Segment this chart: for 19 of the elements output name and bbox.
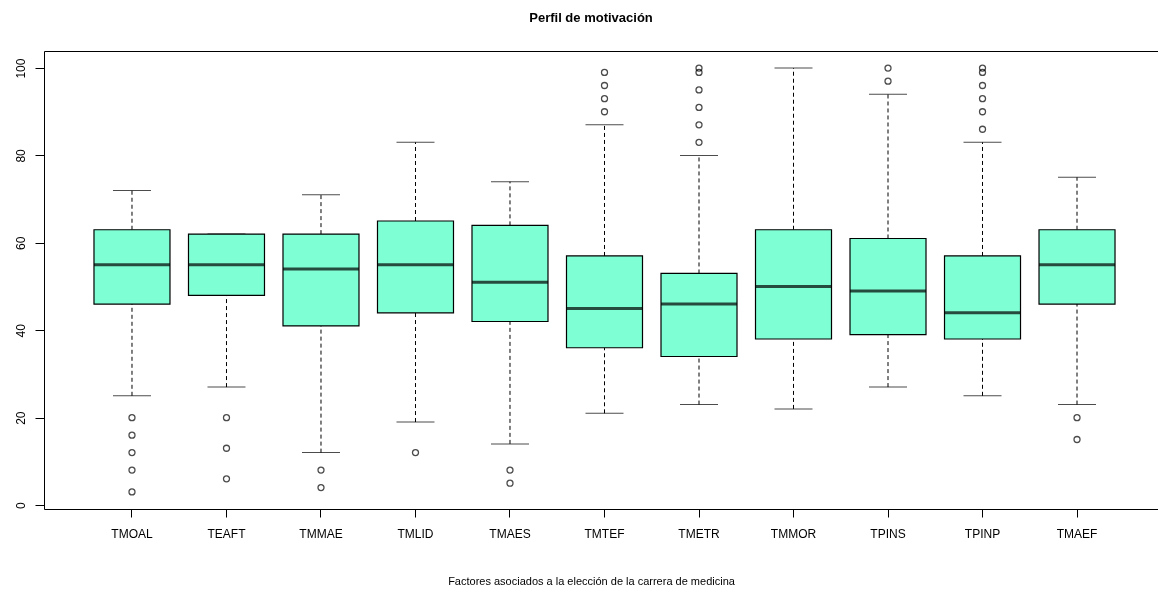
x-tick-label: TMAES: [489, 526, 531, 541]
x-tick-label: TMMOR: [770, 526, 817, 541]
x-tick-label: TMLID: [397, 526, 434, 541]
y-tick-label: 100: [13, 58, 28, 79]
x-tick-label: TMOAL: [111, 526, 153, 541]
x-tick-label: TMETR: [678, 526, 720, 541]
x-tick-label: TMTEF: [584, 526, 625, 541]
y-tick-label: 60: [13, 236, 28, 251]
x-tick-label: TMMAE: [299, 526, 343, 541]
x-tick-label: TPINS: [870, 526, 906, 541]
y-tick-label: 40: [13, 323, 28, 338]
x-tick-label: TPINP: [964, 526, 1001, 541]
x-tick-label: TMAEF: [1056, 526, 1098, 541]
x-axis-title: Factores asociados a la elección de la carrera de medicina: [448, 574, 736, 587]
x-tick-label: TEAFT: [207, 526, 247, 541]
y-tick-label: 0: [13, 501, 28, 509]
chart-title: Perfil de motivación: [529, 10, 653, 25]
y-tick-label: 80: [13, 148, 28, 163]
y-tick-label: 20: [13, 411, 28, 425]
